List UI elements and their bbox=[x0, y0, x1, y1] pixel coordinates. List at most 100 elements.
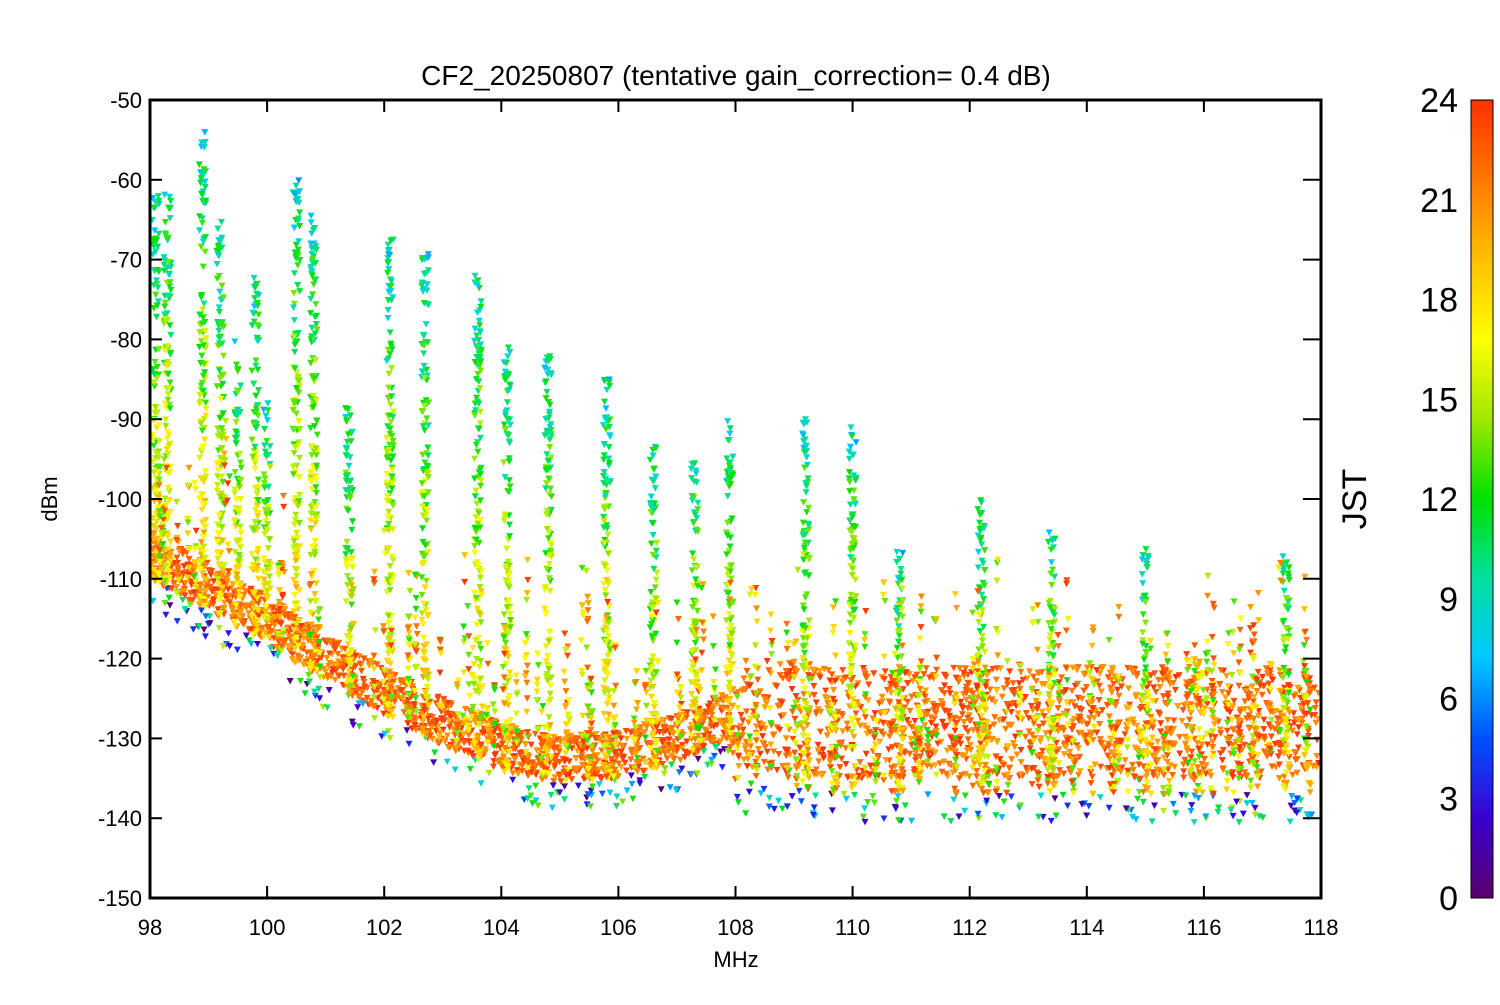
data-point bbox=[593, 770, 601, 777]
data-point bbox=[800, 448, 808, 456]
data-point bbox=[1290, 710, 1298, 717]
data-point bbox=[310, 378, 318, 385]
data-point bbox=[542, 611, 550, 618]
data-point bbox=[665, 736, 673, 743]
data-point bbox=[351, 663, 359, 670]
data-point bbox=[506, 669, 514, 676]
data-point bbox=[729, 702, 737, 710]
data-point bbox=[1206, 768, 1214, 776]
data-point bbox=[213, 487, 221, 495]
data-point bbox=[800, 420, 808, 428]
data-point bbox=[661, 750, 669, 757]
data-point bbox=[812, 766, 820, 773]
data-point bbox=[650, 673, 658, 681]
data-point bbox=[602, 425, 610, 433]
data-point bbox=[827, 753, 835, 760]
data-point bbox=[387, 283, 395, 290]
data-point bbox=[566, 733, 574, 740]
data-point bbox=[290, 224, 298, 232]
data-point bbox=[423, 366, 431, 374]
data-point bbox=[231, 434, 239, 442]
data-point bbox=[726, 543, 734, 551]
data-point bbox=[553, 736, 561, 744]
data-point bbox=[694, 583, 702, 590]
data-point bbox=[951, 748, 959, 755]
data-point bbox=[233, 646, 241, 654]
data-point bbox=[501, 511, 509, 518]
data-point bbox=[539, 763, 547, 771]
data-point bbox=[214, 432, 222, 440]
data-point bbox=[776, 661, 784, 668]
data-point bbox=[308, 333, 316, 340]
data-point bbox=[311, 537, 319, 545]
data-point bbox=[862, 750, 870, 758]
data-point bbox=[876, 738, 884, 746]
data-point bbox=[1115, 692, 1123, 700]
data-point bbox=[343, 538, 351, 546]
data-point bbox=[313, 666, 321, 674]
data-point bbox=[179, 596, 187, 604]
data-point bbox=[153, 518, 161, 526]
data-point bbox=[1082, 670, 1090, 677]
data-point bbox=[524, 795, 532, 802]
data-point bbox=[383, 492, 391, 500]
data-point bbox=[289, 304, 297, 312]
data-point bbox=[339, 666, 347, 673]
data-point bbox=[164, 484, 172, 492]
data-point bbox=[385, 527, 393, 534]
data-point bbox=[271, 613, 279, 621]
data-point bbox=[262, 604, 270, 611]
data-point bbox=[187, 568, 195, 575]
data-point bbox=[206, 620, 214, 627]
data-point bbox=[505, 748, 513, 756]
data-point bbox=[613, 793, 621, 800]
data-point bbox=[600, 743, 608, 750]
data-point bbox=[1058, 674, 1066, 681]
data-point bbox=[385, 498, 393, 505]
data-point bbox=[473, 500, 481, 508]
data-point bbox=[237, 603, 245, 610]
data-point bbox=[292, 410, 300, 418]
data-point bbox=[237, 544, 245, 551]
data-point bbox=[419, 288, 427, 295]
data-point bbox=[418, 282, 426, 290]
data-point bbox=[197, 420, 205, 428]
data-point bbox=[690, 556, 698, 563]
data-point bbox=[1014, 710, 1022, 717]
data-point bbox=[542, 465, 550, 473]
data-point bbox=[523, 770, 531, 777]
data-point bbox=[799, 602, 807, 610]
data-point bbox=[216, 493, 224, 501]
data-point bbox=[313, 417, 321, 425]
data-point bbox=[1295, 744, 1303, 752]
data-point bbox=[471, 272, 479, 280]
data-point bbox=[839, 728, 847, 735]
data-point bbox=[501, 514, 509, 521]
data-point bbox=[292, 603, 300, 610]
data-point bbox=[707, 723, 715, 730]
data-point bbox=[284, 614, 292, 622]
data-point bbox=[294, 502, 302, 510]
data-point bbox=[1265, 680, 1273, 688]
data-point bbox=[309, 404, 317, 411]
data-point bbox=[887, 684, 895, 692]
data-point bbox=[801, 714, 809, 722]
data-point bbox=[503, 431, 511, 438]
data-point bbox=[387, 573, 395, 580]
data-point bbox=[1021, 694, 1029, 701]
data-point bbox=[308, 324, 316, 332]
data-point bbox=[220, 394, 228, 401]
data-point bbox=[495, 732, 503, 740]
data-point bbox=[595, 766, 603, 774]
data-point bbox=[199, 306, 207, 313]
data-point bbox=[548, 804, 556, 812]
data-point bbox=[424, 548, 432, 556]
data-point bbox=[432, 700, 440, 707]
data-point bbox=[911, 717, 919, 725]
data-point bbox=[1275, 775, 1283, 782]
data-point bbox=[514, 770, 522, 778]
data-point bbox=[215, 530, 223, 537]
data-point bbox=[164, 370, 172, 378]
data-point bbox=[532, 782, 540, 790]
data-point bbox=[161, 347, 169, 354]
